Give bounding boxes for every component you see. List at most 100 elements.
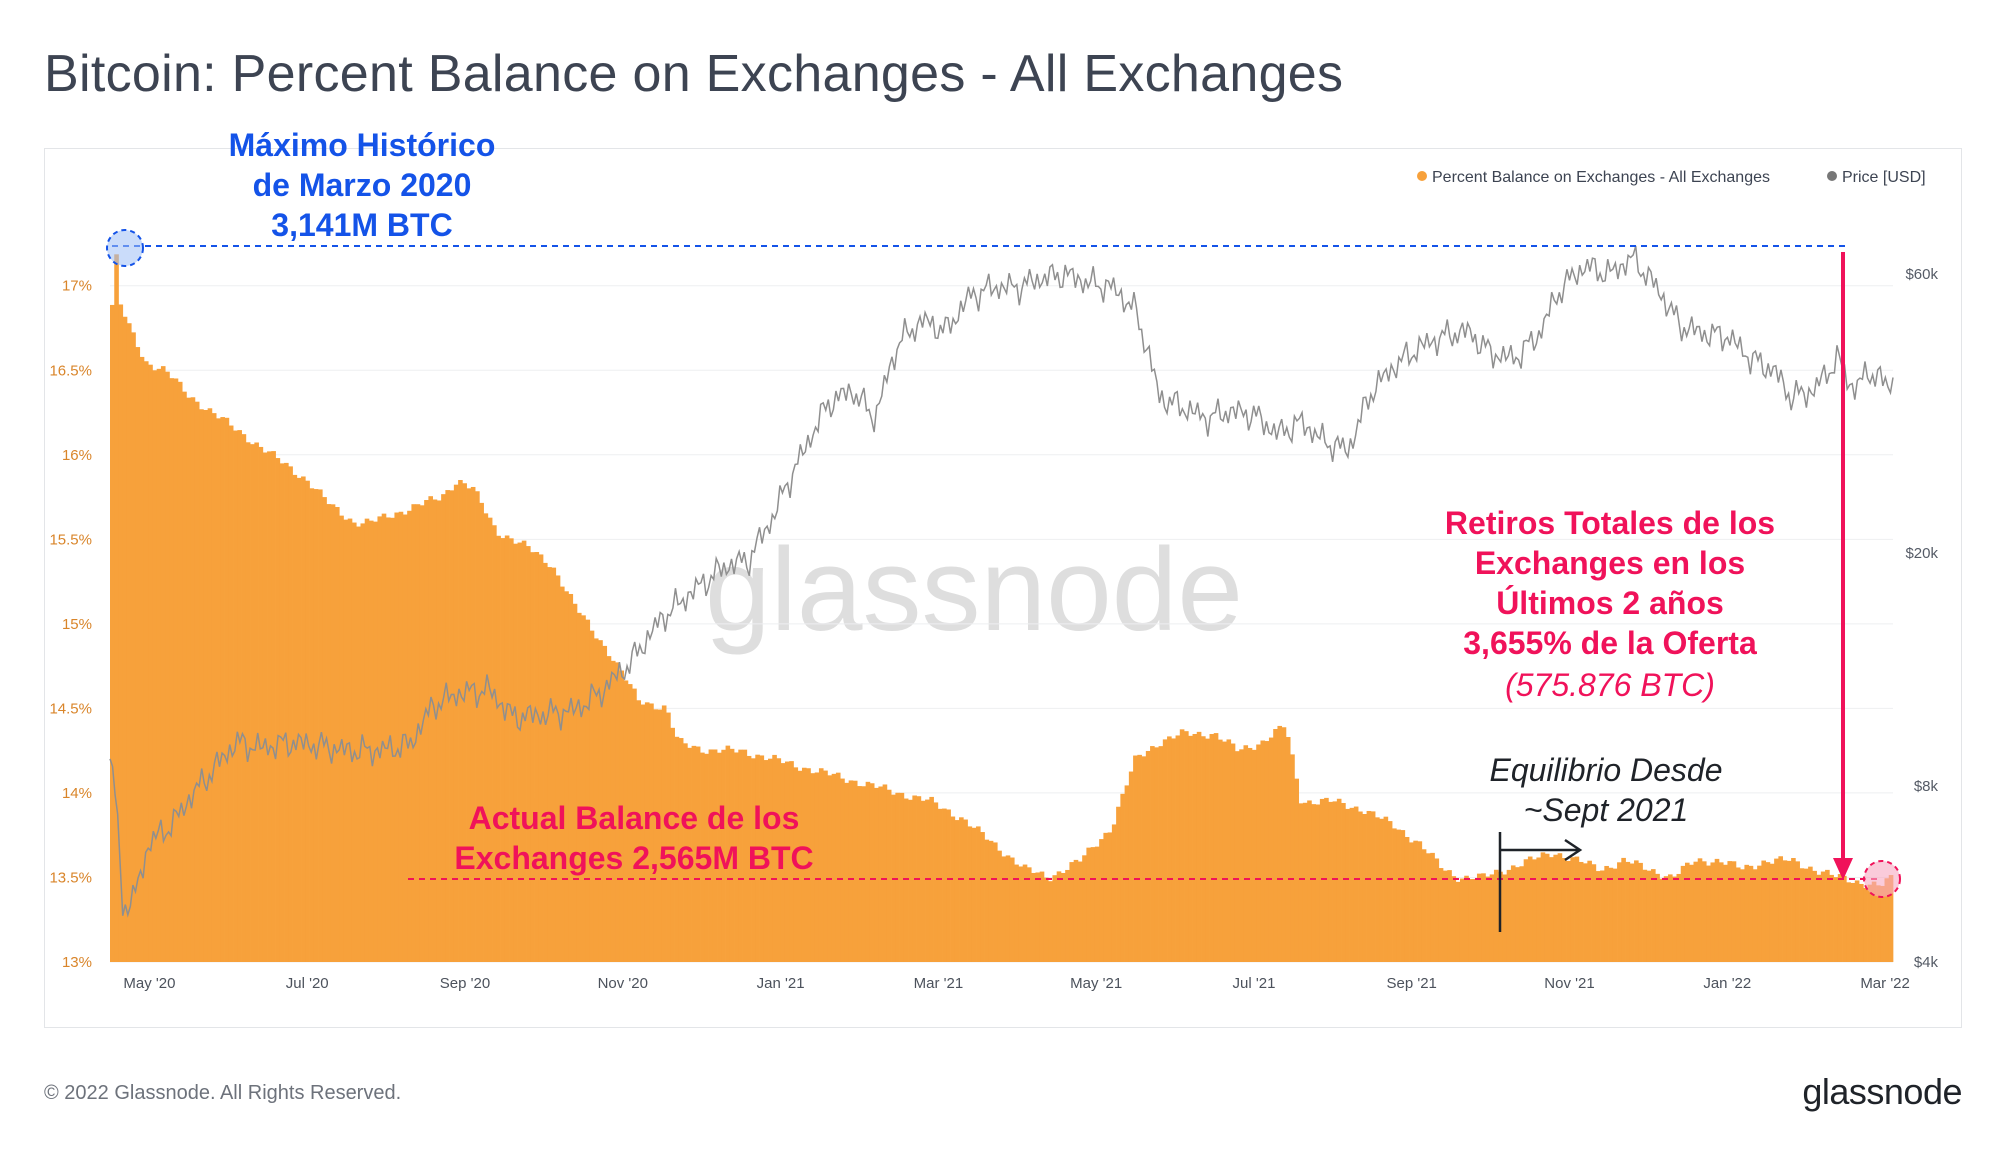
balance-bar xyxy=(381,513,387,962)
balance-bar xyxy=(1740,869,1745,962)
balance-bar xyxy=(1396,829,1401,962)
balance-bar xyxy=(1022,864,1028,962)
legend-price-label[interactable]: Price [USD] xyxy=(1842,169,1926,186)
balance-bar xyxy=(190,397,196,962)
balance-bar xyxy=(717,752,722,962)
balance-bar xyxy=(661,705,667,962)
ath-annotation-line3: 3,141M BTC xyxy=(271,207,452,243)
balance-bar xyxy=(526,546,531,962)
balance-bar xyxy=(793,767,799,962)
balance-bar xyxy=(1409,842,1414,962)
balance-bar xyxy=(479,502,484,962)
balance-bar xyxy=(377,516,383,962)
balance-bar xyxy=(712,749,718,962)
balance-bar xyxy=(1536,857,1541,962)
balance-bar xyxy=(1256,744,1261,962)
balance-bar xyxy=(143,361,149,962)
balance-bar xyxy=(993,842,998,962)
balance-bar xyxy=(1387,821,1393,962)
price-series xyxy=(109,245,1894,918)
balance-bar xyxy=(1625,861,1631,962)
balance-bar xyxy=(857,786,862,962)
balance-bar xyxy=(1247,747,1253,962)
balance-bar xyxy=(1009,857,1015,962)
balance-bar xyxy=(453,484,459,962)
balance-bar xyxy=(1769,863,1775,962)
balance-bar xyxy=(967,826,973,962)
balance-bar xyxy=(500,538,506,962)
balance-bar xyxy=(1332,801,1338,962)
legend-balance-label[interactable]: Percent Balance on Exchanges - All Excha… xyxy=(1432,169,1770,186)
balance-bar xyxy=(1867,884,1873,962)
balance-bar xyxy=(636,700,642,962)
x-tick-label: Nov '21 xyxy=(1544,975,1594,992)
balance-bar xyxy=(1328,801,1333,962)
balance-bar xyxy=(784,761,790,962)
balance-bar xyxy=(1349,807,1355,962)
balance-bar xyxy=(445,490,450,962)
balance-bar xyxy=(806,768,811,962)
balance-bar xyxy=(1298,803,1304,962)
balance-bar xyxy=(959,817,964,962)
x-tick-label: Mar '22 xyxy=(1860,975,1910,992)
balance-bar xyxy=(1553,854,1558,962)
balance-bar xyxy=(1443,870,1448,962)
balance-bar xyxy=(823,770,828,962)
balance-bar xyxy=(364,518,370,962)
balance-bar xyxy=(835,772,841,962)
balance-bar xyxy=(852,780,858,962)
balance-bar xyxy=(1634,860,1639,962)
balance-bar xyxy=(462,483,467,962)
balance-bar xyxy=(1544,853,1550,962)
balance-bar xyxy=(818,768,824,962)
balance-bar xyxy=(729,748,735,962)
y-right-tick-label: $8k xyxy=(1914,778,1939,795)
balance-bar xyxy=(254,442,259,962)
balance-bar xyxy=(543,562,548,962)
balance-bar xyxy=(1684,862,1690,962)
balance-bar xyxy=(1307,800,1312,962)
footer-logo[interactable]: glassnode xyxy=(1802,1071,1962,1112)
balance-bar xyxy=(211,413,217,962)
balance-bar xyxy=(1400,830,1406,962)
balance-bar xyxy=(772,754,777,962)
balance-bar xyxy=(908,799,913,962)
balance-bar xyxy=(1094,846,1100,962)
balance-bar xyxy=(194,401,200,962)
balance-bar xyxy=(1179,729,1185,962)
price-line xyxy=(109,245,1894,918)
balance-bar xyxy=(1226,739,1232,962)
balance-bar xyxy=(840,778,845,962)
balance-bar xyxy=(1888,875,1894,962)
balance-bar xyxy=(1196,731,1202,962)
y-left-tick-label: 17% xyxy=(62,278,92,295)
balance-bar xyxy=(644,702,650,962)
balance-bar xyxy=(1192,734,1198,962)
balance-bar xyxy=(1663,876,1669,962)
balance-bar xyxy=(1230,743,1236,962)
balance-bar xyxy=(1876,885,1881,962)
balance-bar xyxy=(441,494,446,962)
balance-bar xyxy=(1459,878,1465,962)
balance-bar xyxy=(895,792,900,962)
balance-bar xyxy=(177,381,183,962)
equilibrium-line2: ~Sept 2021 xyxy=(1524,792,1689,828)
balance-bar xyxy=(394,512,400,962)
balance-bar xyxy=(1880,885,1885,962)
balance-bar xyxy=(1430,852,1435,962)
balance-bar xyxy=(1612,868,1618,962)
footer-copyright: © 2022 Glassnode. All Rights Reserved. xyxy=(44,1082,402,1104)
balance-bar xyxy=(1629,863,1635,962)
balance-bar xyxy=(436,500,442,962)
balance-bar xyxy=(233,430,238,962)
balance-bar xyxy=(521,540,527,962)
balance-bar xyxy=(279,463,285,962)
ath-annotation-line2: de Marzo 2020 xyxy=(253,167,472,203)
balance-bar xyxy=(1103,832,1108,962)
balance-bar xyxy=(241,434,247,962)
balance-bar xyxy=(848,780,854,962)
withdrawals-line1: Retiros Totales de los xyxy=(1445,505,1775,541)
balance-bar xyxy=(1294,778,1300,962)
balance-bar xyxy=(1222,741,1227,962)
